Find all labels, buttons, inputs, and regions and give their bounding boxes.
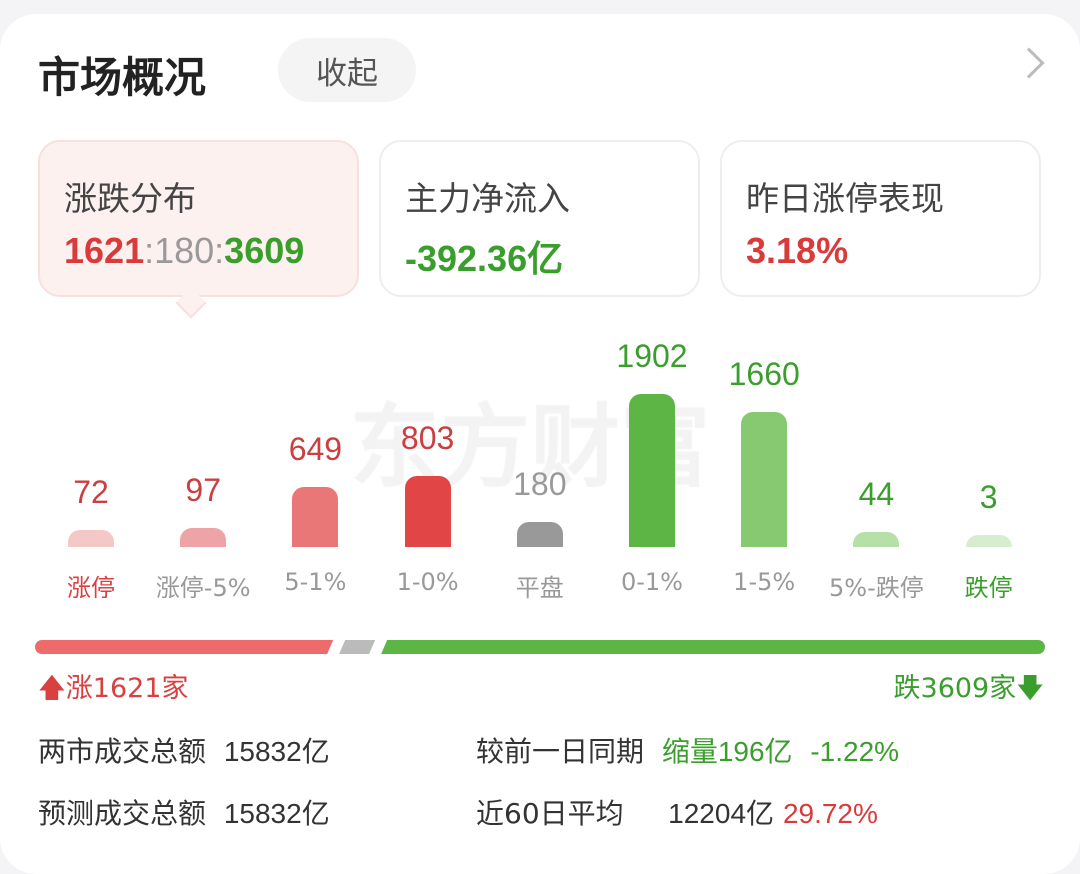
card-yesterday-limit-up[interactable]: 昨日涨停表现 3.18%: [720, 140, 1041, 297]
stat-label: 两市成交总额: [38, 735, 207, 768]
stat-label: 较前一日同期: [476, 735, 645, 768]
collapse-button[interactable]: 收起: [278, 38, 416, 102]
bar-6: [741, 412, 788, 547]
stat-pct: -1.22%: [810, 736, 900, 767]
bar-value-label: 3: [979, 478, 998, 515]
bar-4: [516, 521, 563, 547]
arrow-down-icon: 🡇: [1016, 673, 1044, 704]
breadth-flat-bar: [339, 640, 375, 654]
card-value: 1621:180:3609: [64, 230, 304, 272]
stat-label: 预测成交总额: [38, 797, 207, 830]
up-label: 涨1621家: [65, 673, 189, 704]
stat-value: 15832亿: [223, 798, 330, 829]
down-count: 3609: [224, 230, 305, 271]
bar-value-label: 97: [185, 471, 221, 508]
bar-0: [68, 529, 114, 547]
bar-value-label: 1902: [616, 338, 688, 375]
page-title: 市场概况: [38, 53, 207, 102]
bar-category-label: 跌停: [964, 574, 1013, 602]
down-summary: 跌3609家🡇: [894, 666, 1044, 715]
bar-category-label: 1-0%: [396, 568, 459, 596]
bar-value-label: 649: [288, 430, 343, 467]
bar-category-label: 涨停: [67, 574, 115, 602]
arrow-up-icon: 🡅: [38, 673, 66, 704]
stat-value: 15832亿: [223, 736, 330, 767]
bar-category-label: 1-5%: [733, 568, 796, 596]
card-label: 涨跌分布: [64, 179, 196, 218]
compare-row: 较前一日同期 缩量196亿 -1.22%: [476, 730, 899, 770]
stat-pct: 29.72%: [782, 798, 878, 829]
bar-7: [853, 531, 900, 547]
bar-category-label: 0-1%: [620, 568, 683, 596]
up-summary: 🡅涨1621家: [38, 666, 188, 715]
bar-2: [292, 486, 339, 547]
bar-value-label: 72: [73, 473, 109, 510]
total-turnover-row: 两市成交总额 15832亿: [38, 730, 330, 770]
bar-3: [404, 475, 451, 547]
bar-category-label: 5%-跌停: [829, 574, 924, 602]
bar-1: [180, 527, 227, 547]
bar-category-label: 5-1%: [284, 568, 347, 596]
card-rise-fall-distribution[interactable]: 涨跌分布 1621:180:3609: [38, 140, 359, 297]
avg-60d-row: 近60日平均 12204亿 29.72%: [476, 792, 878, 832]
bar-value-label: 180: [513, 465, 567, 502]
flat-count: :180:: [144, 230, 225, 271]
card-main-net-inflow[interactable]: 主力净流入 -392.36亿: [379, 140, 700, 297]
up-count: 1621: [64, 230, 145, 271]
card-label: 昨日涨停表现: [746, 179, 944, 218]
bar-value-label: 1660: [728, 356, 800, 393]
card-value: -392.36亿: [405, 238, 564, 279]
bar-value-label: 803: [400, 419, 455, 456]
stat-change: 缩量196亿: [661, 736, 793, 767]
forecast-turnover-row: 预测成交总额 15832亿: [38, 792, 330, 832]
card-value: 3.18%: [746, 230, 849, 271]
bar-5: [629, 394, 675, 547]
stat-value: 12204亿: [668, 798, 775, 829]
stat-label: 近60日平均: [476, 797, 624, 830]
bar-8: [965, 534, 1012, 547]
breadth-up-bar: [35, 640, 333, 654]
bar-category-label: 平盘: [515, 574, 564, 602]
down-label: 跌3609家: [893, 673, 1017, 704]
bar-category-label: 涨停-5%: [155, 574, 251, 602]
breadth-down-bar: [381, 640, 1045, 654]
bar-value-label: 44: [858, 475, 895, 512]
card-label: 主力净流入: [405, 179, 570, 218]
